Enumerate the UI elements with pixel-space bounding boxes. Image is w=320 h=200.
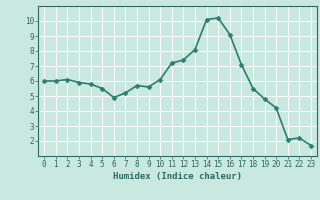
X-axis label: Humidex (Indice chaleur): Humidex (Indice chaleur) (113, 172, 242, 181)
